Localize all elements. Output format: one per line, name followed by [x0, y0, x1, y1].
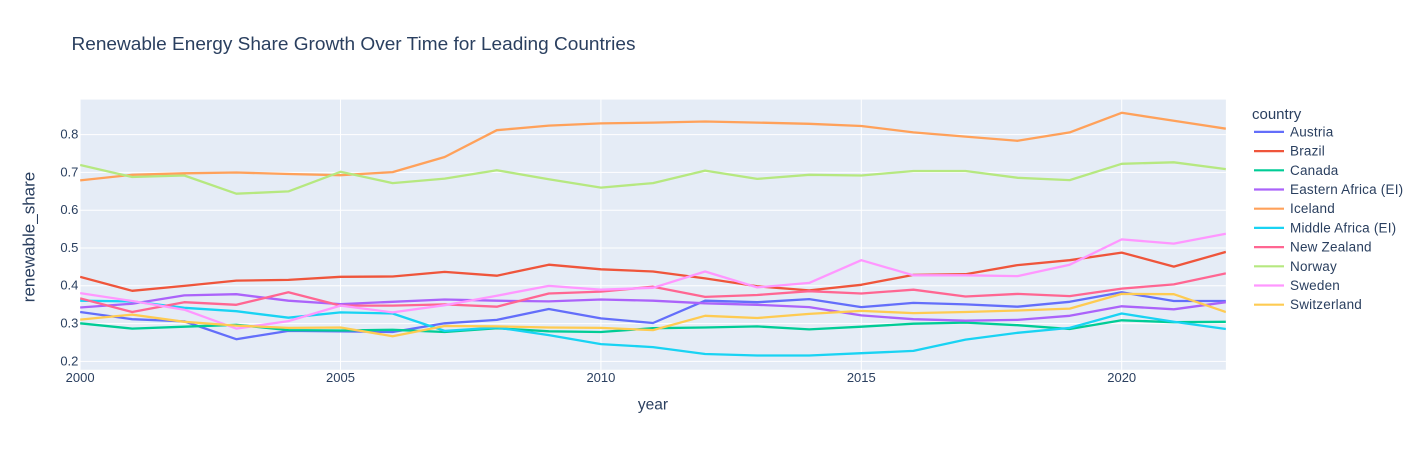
svg-text:2010: 2010	[586, 370, 615, 385]
svg-text:Norway: Norway	[1290, 259, 1337, 274]
svg-text:Canada: Canada	[1290, 163, 1339, 178]
svg-text:2015: 2015	[847, 370, 876, 385]
svg-text:Brazil: Brazil	[1290, 144, 1325, 159]
svg-text:country: country	[1252, 106, 1302, 123]
svg-text:0.6: 0.6	[60, 202, 78, 217]
svg-text:2005: 2005	[326, 370, 355, 385]
svg-text:Renewable Energy Share Growth: Renewable Energy Share Growth Over Time …	[72, 34, 636, 54]
svg-text:0.4: 0.4	[60, 278, 78, 293]
svg-text:0.2: 0.2	[60, 353, 78, 368]
svg-text:Eastern Africa (EI): Eastern Africa (EI)	[1290, 182, 1403, 197]
svg-text:Iceland: Iceland	[1290, 201, 1335, 216]
svg-text:0.7: 0.7	[60, 164, 78, 179]
svg-text:2000: 2000	[66, 370, 95, 385]
svg-text:0.8: 0.8	[60, 127, 78, 142]
svg-text:0.5: 0.5	[60, 240, 78, 255]
svg-text:Austria: Austria	[1290, 124, 1334, 139]
svg-text:Middle Africa (EI): Middle Africa (EI)	[1290, 220, 1396, 235]
svg-text:Sweden: Sweden	[1290, 278, 1340, 293]
svg-text:renewable_share: renewable_share	[20, 172, 39, 302]
svg-text:Switzerland: Switzerland	[1290, 297, 1362, 312]
svg-text:year: year	[638, 397, 668, 414]
svg-text:0.3: 0.3	[60, 316, 78, 331]
svg-text:2020: 2020	[1107, 370, 1136, 385]
svg-text:New Zealand: New Zealand	[1290, 240, 1372, 255]
